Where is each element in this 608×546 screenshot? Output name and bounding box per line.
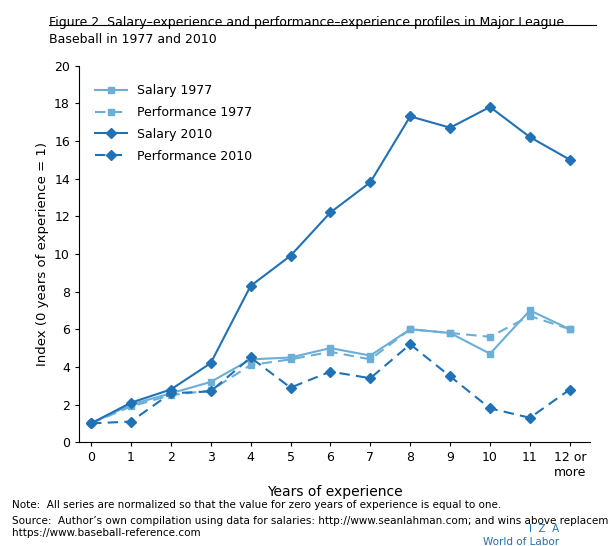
Legend: Salary 1977, Performance 1977, Salary 2010, Performance 2010: Salary 1977, Performance 1977, Salary 20…: [91, 79, 257, 168]
Text: I  Z  A
World of Labor: I Z A World of Labor: [483, 524, 559, 546]
Text: Note:  All series are normalized so that the value for zero years of experience : Note: All series are normalized so that …: [12, 500, 502, 509]
Text: Figure 2. Salary–experience and performance–experience profiles in Major League
: Figure 2. Salary–experience and performa…: [49, 16, 564, 46]
X-axis label: Years of experience: Years of experience: [266, 485, 402, 499]
Y-axis label: Index (0 years of experience = 1): Index (0 years of experience = 1): [36, 142, 49, 366]
Text: Source:  Author’s own compilation using data for salaries: http://www.seanlahman: Source: Author’s own compilation using d…: [12, 516, 608, 538]
